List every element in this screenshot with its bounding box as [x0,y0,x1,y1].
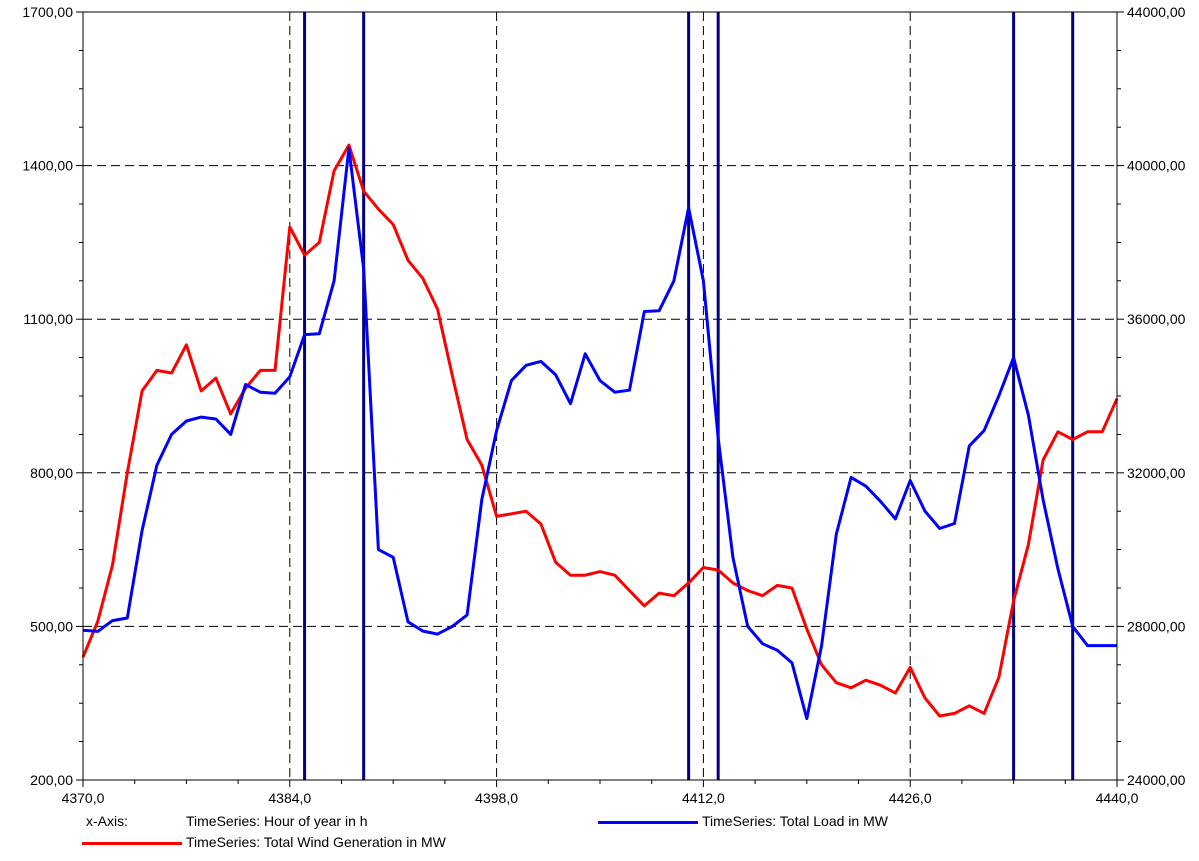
legend-wind-swatch [82,842,182,845]
x-tick-label: 4384,0 [268,790,311,806]
y-left-tick-label: 1400,00 [22,158,73,174]
y-right-tick-label: 44000,00 [1127,4,1186,20]
y-right-tick-label: 36000,00 [1127,311,1186,327]
legend-xaxis-label: x-Axis: [86,813,128,829]
y-left-tick-label: 1100,00 [23,311,73,327]
wind-generation-line [81,143,1119,718]
y-left-tick-label: 200,00 [30,772,73,788]
axes [76,11,1124,787]
y-left-tick-label: 1700,00 [22,4,73,20]
tick-labels: 200,00 500,00 800,00 1100,00 1400,00 1700,00 2… [22,4,1185,806]
series-layer [81,143,1119,721]
legend-load-swatch [598,821,698,824]
y-right-tick-label: 32000,00 [1127,465,1186,481]
x-tick-label: 4426,0 [889,790,932,806]
vertical-marker-lines [303,12,1075,780]
y-right-tick-label: 40000,00 [1127,158,1186,174]
x-tick-label: 4412,0 [682,790,725,806]
x-tick-label: 4440,0 [1096,790,1139,806]
y-right-tick-label: 24000,00 [1127,772,1186,788]
x-tick-label: 4398,0 [475,790,518,806]
y-left-tick-label: 800,00 [30,465,73,481]
grid-lines [83,12,1117,780]
total-load-line [82,146,1117,721]
legend-xaxis-desc: TimeSeries: Hour of year in h [186,813,368,829]
x-tick-label: 4370,0 [62,790,105,806]
y-right-tick-label: 28000,00 [1127,618,1186,634]
y-left-tick-label: 500,00 [30,618,73,634]
legend-load-label: TimeSeries: Total Load in MW [702,813,888,829]
legend-wind-label: TimeSeries: Total Wind Generation in MW [186,834,446,850]
